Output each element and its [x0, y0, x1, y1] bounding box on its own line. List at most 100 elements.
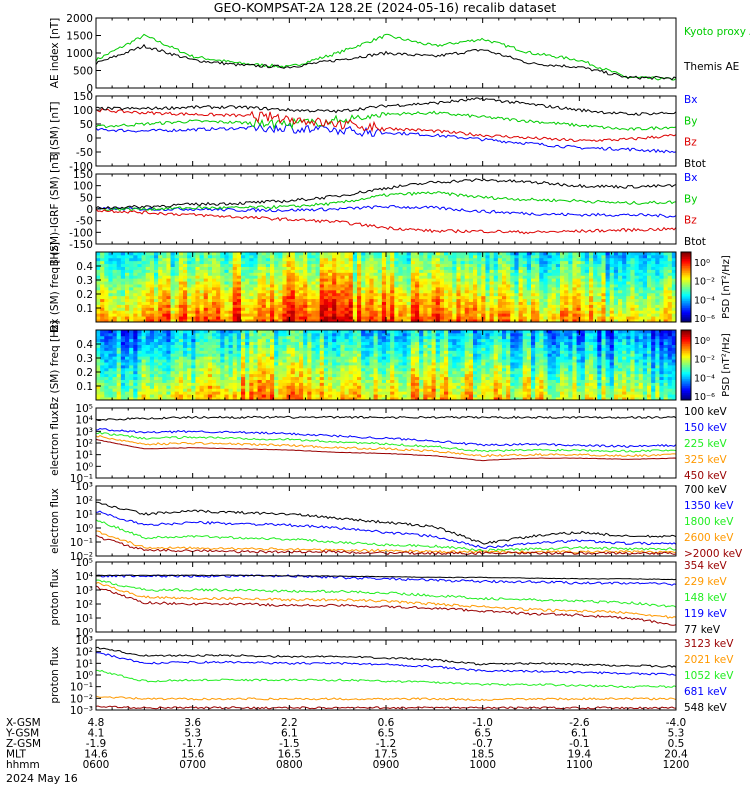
spectrogram-cell [514, 298, 519, 302]
spectrogram-cell [531, 298, 536, 302]
spectrogram-cell [299, 252, 304, 256]
spectrogram-cell [402, 289, 408, 294]
spectrogram-cell [125, 281, 130, 285]
spectrogram-cell [406, 275, 412, 279]
spectrogram-cell [427, 289, 432, 294]
spectrogram-cell [605, 310, 611, 314]
spectrogram-cell [589, 257, 594, 262]
spectrogram-cell [261, 391, 267, 395]
spectrogram-cell [568, 284, 573, 288]
spectrogram-cell [589, 269, 594, 273]
spectrogram-cell [477, 257, 482, 262]
spectrogram-cell [473, 275, 478, 279]
spectrogram-cell [224, 295, 229, 300]
spectrogram-cell [183, 252, 188, 256]
spectrogram-cell [531, 316, 536, 320]
spectrogram-cell [125, 397, 130, 401]
spectrogram-cell [232, 307, 238, 311]
spectrogram-cell [551, 269, 557, 273]
spectrogram-cell [311, 307, 316, 311]
spectrogram-cell [547, 301, 553, 305]
spectrogram-cell [299, 281, 304, 285]
spectrogram-cell [452, 310, 457, 314]
spectrogram-cell [290, 316, 296, 320]
spectrogram-cell [195, 252, 200, 256]
spectrogram-cell [249, 301, 254, 305]
spectrogram-cell [390, 307, 395, 311]
spectrogram-cell [299, 388, 304, 392]
spectrogram-cell [100, 316, 105, 320]
spectrogram-cell [290, 385, 296, 389]
spectrogram-cell [120, 298, 126, 302]
spectrogram-cell [531, 284, 536, 288]
spectrogram-cell [228, 379, 234, 383]
spectrogram-cell [253, 307, 258, 311]
spectrogram-cell [344, 298, 350, 302]
spectrogram-cell [473, 310, 478, 314]
spectrogram-cell [104, 376, 109, 380]
spectrogram-cell [555, 298, 561, 302]
spectrogram-cell [373, 269, 379, 273]
spectrogram-cell [166, 376, 171, 380]
spectrogram-cell [576, 289, 582, 294]
spectrogram-cell [241, 353, 246, 357]
spectrogram-cell [589, 307, 594, 311]
spectrogram-cell [166, 338, 171, 343]
spectrogram-cell [402, 319, 408, 323]
spectrogram-cell [137, 295, 142, 300]
spectrogram-cell [116, 335, 122, 340]
panel-ae: Kyoto proxy AEThemis AE2000150010005000A… [49, 13, 750, 95]
spectrogram-cell [174, 353, 180, 357]
spectrogram-cell [514, 252, 519, 256]
spectrogram-cell [199, 298, 205, 302]
spectrogram-cell [659, 266, 664, 270]
series-group [96, 178, 676, 235]
spectrogram-cell [473, 319, 478, 323]
spectrogram-cell [564, 284, 569, 288]
spectrogram-cell [485, 319, 490, 323]
spectrogram-cell [191, 347, 196, 351]
spectrogram-cell [655, 260, 660, 265]
series-line-bx [96, 123, 676, 154]
spectrogram-cell [290, 353, 296, 357]
spectrogram-cell [207, 394, 213, 398]
spectrogram-cell [622, 284, 627, 288]
spectrogram-cell [311, 252, 316, 256]
spectrogram-cell [199, 266, 205, 270]
spectrogram-cell [170, 298, 176, 302]
spectrogram-cell [174, 263, 180, 267]
spectrogram-cell [294, 373, 300, 378]
spectrogram-cell [270, 266, 275, 270]
spectrogram-cell [626, 295, 631, 300]
spectrogram-cell [584, 263, 590, 267]
spectrogram-cell [278, 275, 283, 279]
spectrogram-cell [647, 284, 652, 288]
spectrogram-cell [357, 313, 362, 317]
spectrogram-cell [216, 385, 221, 389]
spectrogram-cell [361, 304, 366, 308]
spectrogram-cell [551, 307, 557, 311]
spectrogram-cell [439, 295, 445, 300]
spectrogram-cell [352, 310, 358, 314]
spectrogram-cell [116, 281, 122, 285]
spectrogram-cell [423, 310, 428, 314]
spectrogram-cell [170, 394, 176, 398]
spectrogram-cell [336, 263, 341, 267]
spectrogram-cell [638, 313, 644, 317]
spectrogram-cell [133, 301, 138, 305]
spectrogram-cell [116, 344, 122, 348]
spectrogram-cell [133, 394, 138, 398]
spectrogram-cell [456, 289, 461, 294]
spectrogram-cell [381, 319, 387, 323]
spectrogram-cell [154, 379, 159, 383]
spectrogram-cell [332, 281, 337, 285]
spectrogram-cell [141, 367, 147, 372]
spectrogram-cell [125, 263, 130, 267]
spectrogram-cell [253, 394, 258, 398]
spectrogram-cell [510, 252, 515, 256]
spectrogram-cell [361, 307, 366, 311]
spectrogram-cell [162, 272, 167, 276]
spectrogram-cell [319, 316, 325, 320]
colorbar-step [681, 295, 691, 298]
